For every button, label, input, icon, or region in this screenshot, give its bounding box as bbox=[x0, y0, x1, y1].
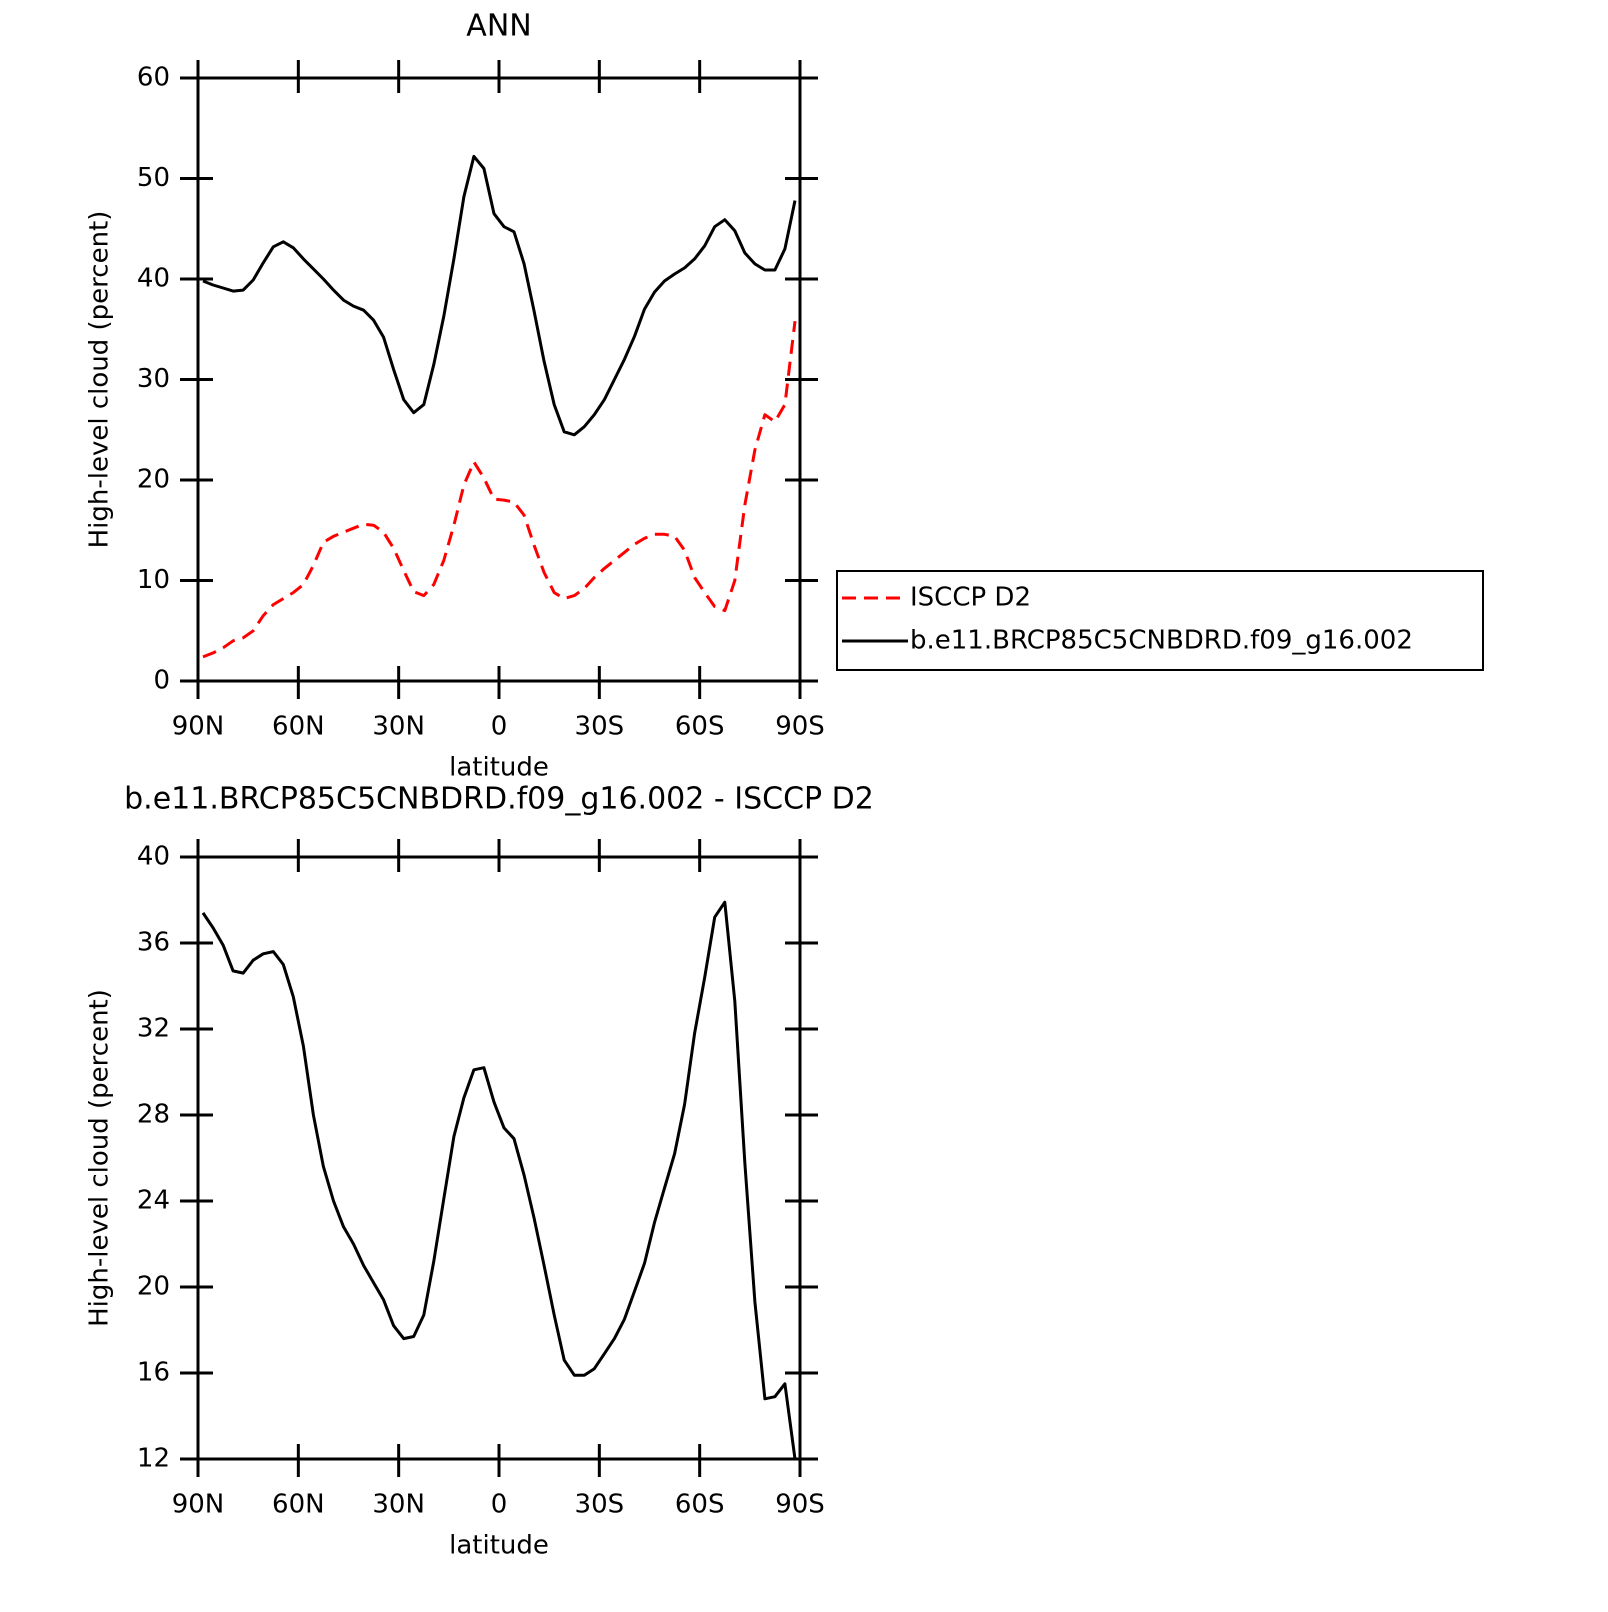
x-tick-label: 60S bbox=[675, 712, 725, 742]
plot-frame bbox=[196, 76, 802, 683]
x-tick-label: 90N bbox=[172, 1490, 225, 1520]
y-tick-label: 0 bbox=[153, 666, 170, 696]
x-tick-label: 90S bbox=[775, 1490, 825, 1520]
x-tick-label: 30S bbox=[575, 712, 625, 742]
y-axis-label: High-level cloud (percent) bbox=[85, 989, 115, 1327]
x-tick-label: 30N bbox=[372, 712, 425, 742]
x-tick-label: 60N bbox=[272, 1490, 325, 1520]
y-tick-label: 60 bbox=[137, 63, 170, 93]
data-line bbox=[201, 900, 797, 1460]
y-tick-label: 12 bbox=[137, 1444, 170, 1474]
y-tick-label: 16 bbox=[137, 1358, 170, 1388]
x-axis-label: latitude bbox=[449, 753, 549, 783]
x-axis-label: latitude bbox=[449, 1531, 549, 1561]
x-tick-label: 60N bbox=[272, 712, 325, 742]
y-tick-label: 40 bbox=[137, 842, 170, 872]
chart-title: ANN bbox=[466, 9, 531, 44]
x-tick-label: 0 bbox=[491, 712, 508, 742]
legend-label: b.e11.BRCP85C5CNBDRD.f09_g16.002 bbox=[910, 626, 1413, 656]
y-tick-label: 20 bbox=[137, 465, 170, 495]
x-tick-label: 0 bbox=[491, 1490, 508, 1520]
x-tick-label: 30S bbox=[575, 1490, 625, 1520]
legend-label: ISCCP D2 bbox=[910, 583, 1031, 613]
y-tick-label: 20 bbox=[137, 1272, 170, 1302]
x-tick-label: 90N bbox=[172, 712, 225, 742]
plot-frame bbox=[196, 855, 802, 1461]
y-tick-label: 50 bbox=[137, 163, 170, 193]
y-axis-label: High-level cloud (percent) bbox=[85, 211, 115, 549]
legend-box bbox=[836, 570, 1484, 671]
chart-title: b.e11.BRCP85C5CNBDRD.f09_g16.002 - ISCCP… bbox=[124, 782, 874, 817]
y-tick-label: 32 bbox=[137, 1014, 170, 1044]
y-tick-label: 24 bbox=[137, 1186, 170, 1216]
y-tick-label: 28 bbox=[137, 1100, 170, 1130]
x-tick-label: 30N bbox=[372, 1490, 425, 1520]
y-tick-label: 30 bbox=[137, 364, 170, 394]
x-tick-label: 90S bbox=[775, 712, 825, 742]
y-tick-label: 10 bbox=[137, 565, 170, 595]
x-tick-label: 60S bbox=[675, 1490, 725, 1520]
data-line bbox=[202, 154, 797, 437]
y-tick-label: 36 bbox=[137, 928, 170, 958]
y-tick-label: 40 bbox=[137, 264, 170, 294]
data-line bbox=[202, 321, 797, 659]
